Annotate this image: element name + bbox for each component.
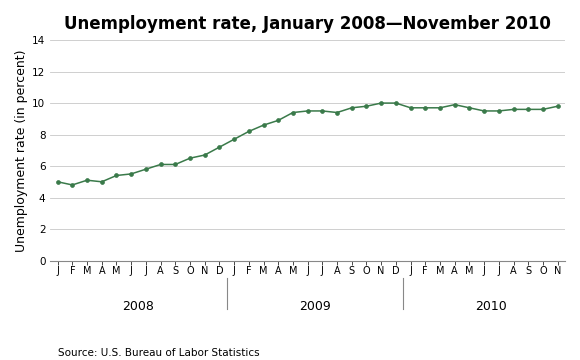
Text: Source: U.S. Bureau of Labor Statistics: Source: U.S. Bureau of Labor Statistics [58, 348, 260, 358]
Text: 2009: 2009 [299, 300, 331, 313]
Title: Unemployment rate, January 2008—November 2010: Unemployment rate, January 2008—November… [64, 15, 551, 33]
Y-axis label: Unemployment rate (in percent): Unemployment rate (in percent) [15, 49, 28, 252]
Text: 2010: 2010 [476, 300, 508, 313]
Text: 2008: 2008 [122, 300, 154, 313]
